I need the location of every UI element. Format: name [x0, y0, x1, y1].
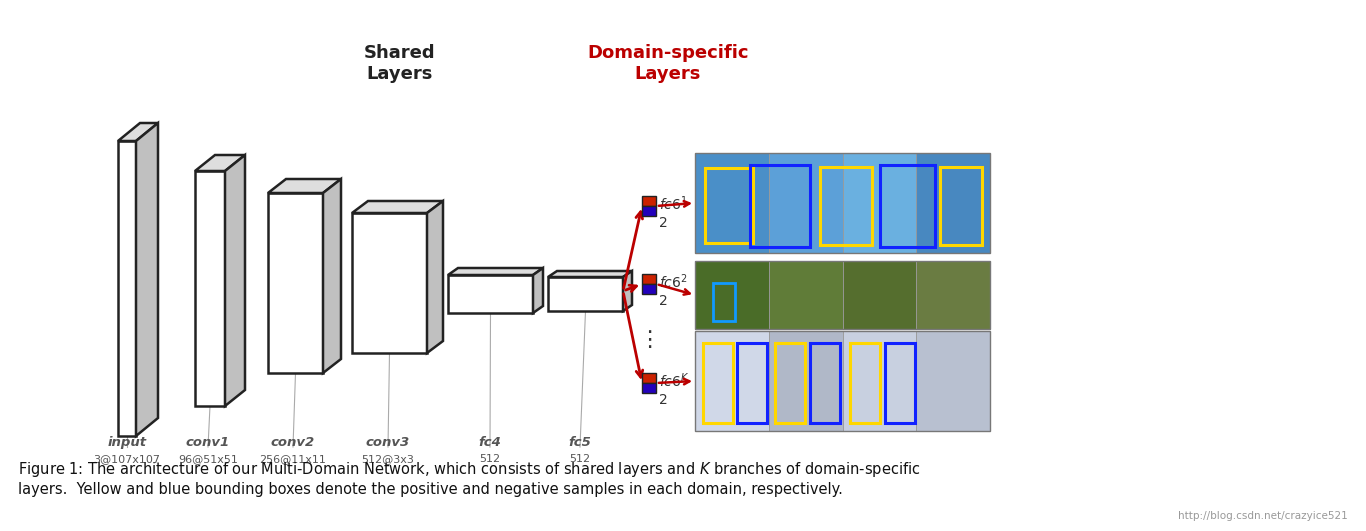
Bar — [769, 261, 843, 329]
Text: http://blog.csdn.net/crazyice521: http://blog.csdn.net/crazyice521 — [1179, 511, 1348, 521]
Bar — [695, 153, 990, 253]
Bar — [843, 153, 917, 253]
Polygon shape — [642, 206, 656, 216]
Polygon shape — [352, 213, 428, 353]
Text: 256@11x11: 256@11x11 — [260, 454, 326, 464]
Text: 512: 512 — [570, 454, 590, 464]
Bar — [810, 343, 840, 423]
Bar — [885, 343, 915, 423]
Bar — [769, 153, 843, 253]
Bar — [775, 343, 805, 423]
Bar — [738, 343, 766, 423]
Text: fc4: fc4 — [478, 436, 501, 449]
Text: $\it{fc6}^1$: $\it{fc6}^1$ — [658, 194, 687, 213]
Polygon shape — [548, 271, 632, 277]
Text: 512: 512 — [479, 454, 500, 464]
Polygon shape — [195, 155, 245, 171]
Bar — [940, 167, 982, 245]
Bar — [705, 168, 753, 243]
Polygon shape — [428, 201, 443, 353]
Bar — [750, 165, 810, 247]
Polygon shape — [642, 373, 656, 383]
Text: conv1: conv1 — [186, 436, 229, 449]
Polygon shape — [117, 141, 137, 436]
Polygon shape — [352, 201, 443, 213]
Polygon shape — [322, 179, 342, 373]
Polygon shape — [623, 271, 632, 311]
Text: Shared
Layers: Shared Layers — [365, 44, 436, 83]
Text: $\it{fc6}^2$: $\it{fc6}^2$ — [658, 272, 687, 291]
Text: ⋮: ⋮ — [638, 330, 660, 349]
Text: fc5: fc5 — [568, 436, 591, 449]
Polygon shape — [268, 193, 322, 373]
Bar — [880, 165, 934, 247]
Bar — [713, 283, 735, 321]
Polygon shape — [642, 383, 656, 393]
Polygon shape — [448, 275, 533, 313]
Text: 2: 2 — [658, 216, 668, 230]
Bar — [843, 261, 917, 329]
Bar — [695, 261, 990, 329]
Polygon shape — [642, 196, 656, 206]
Text: conv3: conv3 — [366, 436, 410, 449]
Text: 512@3x3: 512@3x3 — [362, 454, 414, 464]
Bar — [703, 343, 734, 423]
Text: $\it{fc6}^K$: $\it{fc6}^K$ — [658, 371, 690, 390]
Polygon shape — [642, 284, 656, 294]
Polygon shape — [533, 268, 544, 313]
Bar — [917, 331, 990, 431]
Text: layers.  Yellow and blue bounding boxes denote the positive and negative samples: layers. Yellow and blue bounding boxes d… — [18, 482, 843, 497]
Polygon shape — [548, 277, 623, 311]
Bar — [917, 153, 990, 253]
Text: 3@107x107: 3@107x107 — [93, 454, 160, 464]
Polygon shape — [448, 268, 544, 275]
Bar — [843, 331, 917, 431]
Bar — [695, 261, 769, 329]
Bar — [820, 167, 872, 245]
Text: Figure 1: The architecture of our Multi-Domain Network, which consists of shared: Figure 1: The architecture of our Multi-… — [18, 460, 921, 479]
Text: input: input — [108, 436, 146, 449]
Bar — [917, 261, 990, 329]
Bar — [695, 153, 769, 253]
Polygon shape — [117, 123, 158, 141]
Polygon shape — [268, 179, 342, 193]
Bar — [850, 343, 880, 423]
Text: 2: 2 — [658, 294, 668, 308]
Bar — [695, 331, 769, 431]
Text: conv2: conv2 — [270, 436, 316, 449]
Bar — [769, 331, 843, 431]
Bar — [695, 331, 990, 431]
Text: 96@51x51: 96@51x51 — [178, 454, 238, 464]
Polygon shape — [225, 155, 245, 406]
Text: 2: 2 — [658, 393, 668, 407]
Polygon shape — [642, 274, 656, 284]
Polygon shape — [195, 171, 225, 406]
Text: Domain-specific
Layers: Domain-specific Layers — [587, 44, 749, 83]
Polygon shape — [137, 123, 158, 436]
